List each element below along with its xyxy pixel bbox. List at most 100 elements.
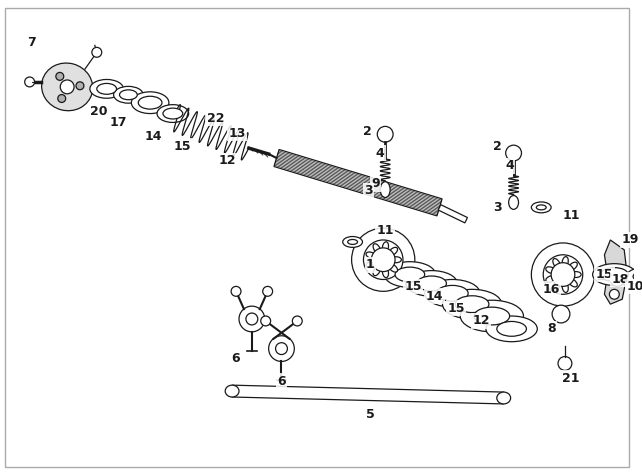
Circle shape xyxy=(246,313,258,325)
Circle shape xyxy=(58,95,65,103)
Ellipse shape xyxy=(425,279,480,307)
Text: 6: 6 xyxy=(230,352,239,365)
Text: 8: 8 xyxy=(547,323,555,335)
Ellipse shape xyxy=(343,237,363,247)
Text: 2: 2 xyxy=(363,125,372,138)
Ellipse shape xyxy=(571,272,581,277)
Ellipse shape xyxy=(508,196,519,209)
Circle shape xyxy=(76,82,84,90)
Ellipse shape xyxy=(486,316,537,342)
Circle shape xyxy=(352,228,415,291)
Ellipse shape xyxy=(384,262,435,287)
Ellipse shape xyxy=(225,385,239,397)
Circle shape xyxy=(363,240,403,279)
Circle shape xyxy=(377,126,393,142)
Ellipse shape xyxy=(138,96,162,109)
Text: 22: 22 xyxy=(207,112,224,125)
Ellipse shape xyxy=(366,261,376,267)
Ellipse shape xyxy=(568,262,577,270)
Text: 3: 3 xyxy=(494,201,502,214)
Ellipse shape xyxy=(132,92,169,114)
Text: 17: 17 xyxy=(110,116,127,129)
Ellipse shape xyxy=(348,239,358,245)
Polygon shape xyxy=(274,150,442,216)
Circle shape xyxy=(552,305,570,323)
Text: 7: 7 xyxy=(27,36,36,49)
Ellipse shape xyxy=(568,279,577,287)
Text: 19: 19 xyxy=(621,234,639,247)
Ellipse shape xyxy=(626,267,642,285)
Ellipse shape xyxy=(373,266,381,275)
Ellipse shape xyxy=(536,205,546,210)
Ellipse shape xyxy=(562,256,568,267)
Circle shape xyxy=(371,248,395,272)
Circle shape xyxy=(56,72,64,80)
Circle shape xyxy=(231,286,241,296)
Circle shape xyxy=(532,243,594,306)
Polygon shape xyxy=(438,205,467,223)
Text: 13: 13 xyxy=(229,127,246,140)
Ellipse shape xyxy=(383,242,388,252)
Text: 15: 15 xyxy=(447,302,465,314)
Ellipse shape xyxy=(442,289,502,319)
Ellipse shape xyxy=(553,258,560,268)
Ellipse shape xyxy=(388,247,397,256)
Text: 21: 21 xyxy=(562,372,580,385)
Circle shape xyxy=(609,289,620,299)
Circle shape xyxy=(24,77,35,87)
Text: 14: 14 xyxy=(144,130,162,143)
Circle shape xyxy=(268,336,294,361)
Ellipse shape xyxy=(388,264,397,272)
Ellipse shape xyxy=(395,267,425,282)
Polygon shape xyxy=(605,240,627,304)
Circle shape xyxy=(551,263,575,286)
Ellipse shape xyxy=(474,307,510,325)
Ellipse shape xyxy=(97,84,117,95)
Text: 10: 10 xyxy=(627,280,642,293)
Ellipse shape xyxy=(497,392,510,404)
Ellipse shape xyxy=(90,79,123,98)
Text: 18: 18 xyxy=(612,273,629,286)
Text: 6: 6 xyxy=(277,375,286,388)
Circle shape xyxy=(275,342,288,354)
Text: 3: 3 xyxy=(364,184,373,197)
Text: 1: 1 xyxy=(366,258,375,271)
Ellipse shape xyxy=(391,257,401,263)
Ellipse shape xyxy=(406,271,457,296)
Circle shape xyxy=(506,145,521,161)
Text: 4: 4 xyxy=(376,147,385,160)
Circle shape xyxy=(60,80,74,94)
Ellipse shape xyxy=(437,285,468,301)
Text: 11: 11 xyxy=(562,209,580,222)
Circle shape xyxy=(239,306,265,332)
Ellipse shape xyxy=(455,296,489,313)
Text: 15: 15 xyxy=(596,268,613,281)
Ellipse shape xyxy=(532,202,551,213)
Ellipse shape xyxy=(633,271,642,282)
Ellipse shape xyxy=(114,86,143,103)
Ellipse shape xyxy=(163,108,183,119)
Text: 4: 4 xyxy=(505,160,514,172)
Text: 15: 15 xyxy=(404,280,422,293)
Ellipse shape xyxy=(42,63,92,111)
Text: 11: 11 xyxy=(376,224,394,237)
Text: 2: 2 xyxy=(494,140,502,152)
Ellipse shape xyxy=(157,104,189,123)
Ellipse shape xyxy=(119,90,137,100)
Text: 15: 15 xyxy=(174,140,191,152)
Circle shape xyxy=(261,316,271,326)
Ellipse shape xyxy=(562,282,568,293)
Ellipse shape xyxy=(383,267,388,278)
Circle shape xyxy=(292,316,302,326)
Text: 12: 12 xyxy=(473,314,490,327)
Text: 9: 9 xyxy=(371,177,379,190)
Ellipse shape xyxy=(460,300,523,332)
Ellipse shape xyxy=(417,276,446,291)
Text: 12: 12 xyxy=(218,154,236,168)
Polygon shape xyxy=(232,385,504,404)
Ellipse shape xyxy=(497,322,526,336)
Ellipse shape xyxy=(546,267,556,274)
Ellipse shape xyxy=(600,267,628,282)
Ellipse shape xyxy=(366,252,376,259)
Ellipse shape xyxy=(380,182,390,198)
